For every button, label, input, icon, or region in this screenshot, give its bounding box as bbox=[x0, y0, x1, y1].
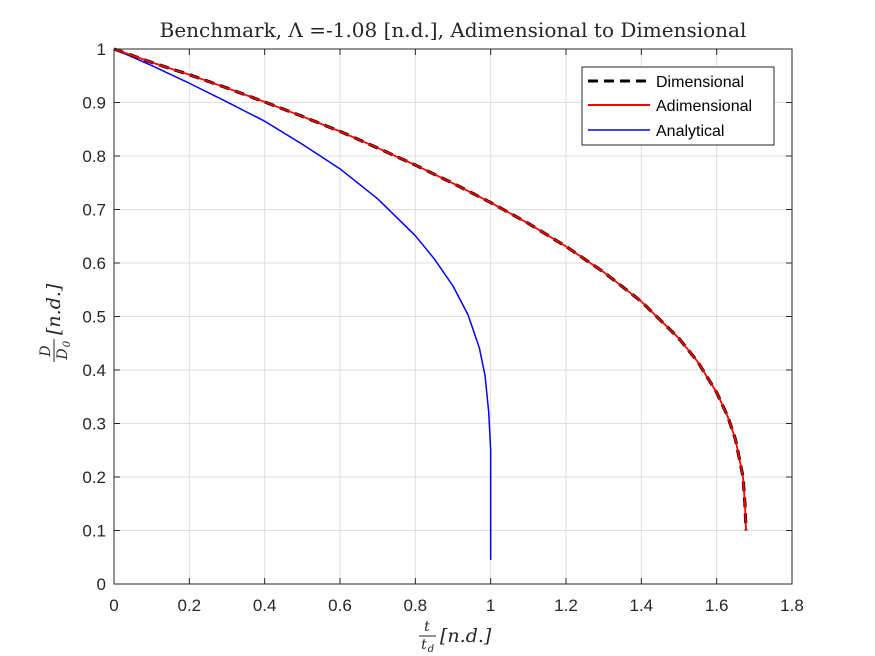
x-tick-label: 1.4 bbox=[630, 596, 654, 615]
y-tick-label: 0.5 bbox=[82, 308, 106, 327]
y-label-denominator: D bbox=[55, 348, 71, 360]
x-tick-label: 1.6 bbox=[705, 596, 729, 615]
series-line-analytical bbox=[113, 48, 492, 560]
y-tick-label: 1 bbox=[97, 40, 106, 59]
series-line-adimensional bbox=[113, 48, 747, 531]
y-axis-label: D D 0 [n.d.] bbox=[38, 283, 73, 362]
y-tick-label: 0.4 bbox=[82, 361, 106, 380]
x-axis-label: t t d [n.d.] bbox=[419, 619, 492, 655]
y-label-denominator-subscript: 0 bbox=[62, 340, 73, 347]
y-tick-label: 0.7 bbox=[82, 201, 106, 220]
x-tick-label: 0.8 bbox=[404, 596, 428, 615]
y-label-unit: [n.d.] bbox=[43, 283, 65, 335]
y-label-numerator: D bbox=[38, 345, 54, 357]
x-label-unit: [n.d.] bbox=[440, 625, 492, 647]
x-tick-label: 0.2 bbox=[178, 596, 202, 615]
legend-label-analytical: Analytical bbox=[656, 123, 724, 140]
series-layer bbox=[113, 47, 748, 560]
x-label-denominator: t bbox=[421, 637, 427, 653]
y-tick-label: 0.8 bbox=[82, 147, 106, 166]
legend-label-dimensional: Dimensional bbox=[656, 74, 744, 91]
y-tick-label: 0.6 bbox=[82, 254, 106, 273]
y-tick-label: 0 bbox=[97, 575, 106, 594]
y-tick-label: 0.3 bbox=[82, 415, 106, 434]
tick-layer: 0 0.2 0.4 0.6 0.8 1 1.2 1.4 1.6 1.8 0 0.1 0.2 0.3 0.4 0… bbox=[82, 40, 803, 615]
legend-label-adimensional: Adimensional bbox=[656, 98, 752, 115]
x-tick-label: 1.2 bbox=[554, 596, 578, 615]
y-tick-label: 0.1 bbox=[82, 522, 106, 541]
x-label-numerator: t bbox=[424, 619, 430, 635]
x-tick-label: 1.8 bbox=[780, 596, 804, 615]
y-tick-label: 0.2 bbox=[82, 468, 106, 487]
x-tick-label: 0.4 bbox=[253, 596, 277, 615]
chart-title: Benchmark, Λ =-1.08 [n.d.], Adimensional… bbox=[160, 18, 747, 42]
x-tick-label: 1 bbox=[486, 596, 495, 615]
y-tick-label: 0.9 bbox=[82, 94, 106, 113]
grid-lines bbox=[113, 48, 793, 585]
x-tick-label: 0 bbox=[109, 596, 118, 615]
legend: Dimensional Adimensional Analytical bbox=[581, 66, 775, 146]
x-label-denominator-subscript: d bbox=[428, 644, 434, 655]
x-tick-label: 0.6 bbox=[328, 596, 352, 615]
